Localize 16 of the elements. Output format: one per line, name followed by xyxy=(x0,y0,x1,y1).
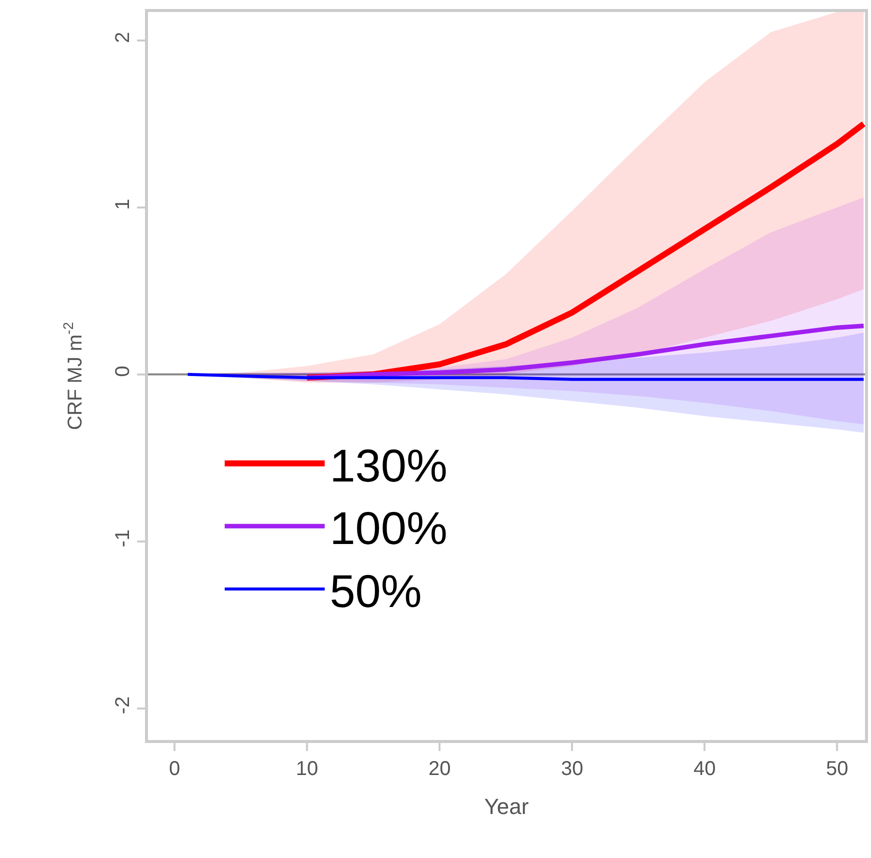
legend-label: 50% xyxy=(330,564,422,617)
x-axis-title: Year xyxy=(484,794,529,819)
x-tick-label: 0 xyxy=(168,758,180,780)
legend-label: 100% xyxy=(330,502,448,554)
x-tick-label: 30 xyxy=(560,758,584,780)
y-tick-label: -1 xyxy=(112,529,134,548)
y-tick-label: 0 xyxy=(112,366,134,377)
line-series xyxy=(304,324,865,380)
x-tick-label: 20 xyxy=(428,758,451,780)
y-tick-label: 1 xyxy=(112,198,134,210)
x-tick-label: 10 xyxy=(296,758,318,780)
x-tick-label: 50 xyxy=(826,758,848,780)
y-tick-label: -2 xyxy=(112,696,134,714)
x-tick-label: 40 xyxy=(694,758,716,780)
legend-label: 130% xyxy=(330,439,448,492)
y-tick-label: 2 xyxy=(112,32,134,43)
